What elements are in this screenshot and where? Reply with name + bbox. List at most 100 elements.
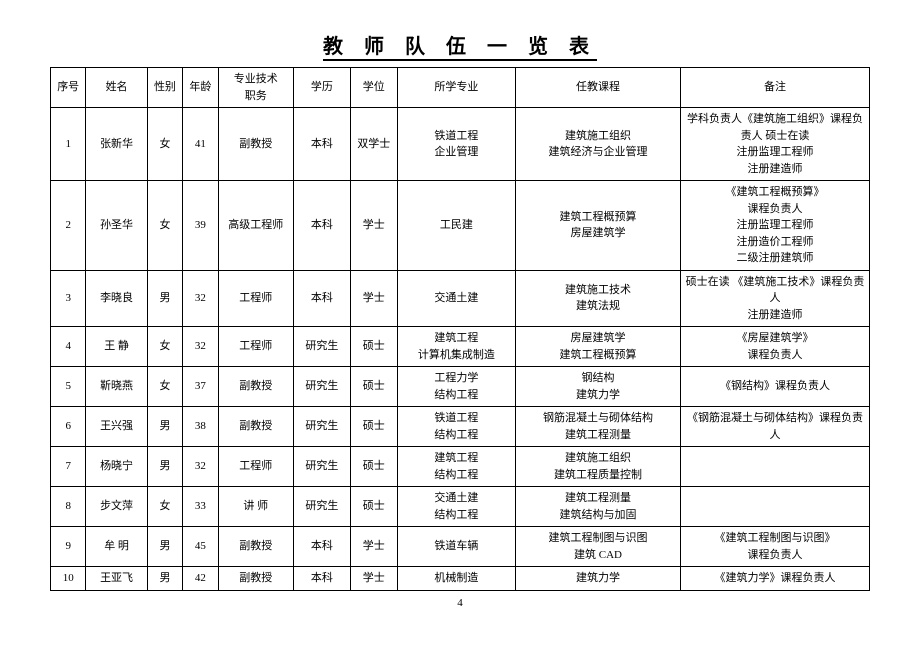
- cell-title: 工程师: [218, 447, 294, 487]
- table-row: 7杨晓宁男32工程师研究生硕士建筑工程结构工程建筑施工组织建筑工程质量控制: [51, 447, 870, 487]
- page-number: 4: [50, 597, 870, 609]
- cell-deg: 硕士: [350, 367, 397, 407]
- cell-idx: 5: [51, 367, 86, 407]
- cell-name: 孙圣华: [86, 181, 147, 271]
- cell-idx: 2: [51, 181, 86, 271]
- cell-name: 牟 明: [86, 527, 147, 567]
- cell-edu: 本科: [294, 181, 351, 271]
- cell-sex: 女: [147, 108, 182, 181]
- cell-major: 铁道工程结构工程: [397, 407, 515, 447]
- cell-note: 《钢筋混凝土与砌体结构》课程负责人: [681, 407, 870, 447]
- cell-age: 39: [183, 181, 218, 271]
- cell-note: [681, 447, 870, 487]
- cell-age: 41: [183, 108, 218, 181]
- cell-course: 建筑工程测量建筑结构与加固: [515, 487, 680, 527]
- cell-sex: 男: [147, 407, 182, 447]
- cell-age: 32: [183, 327, 218, 367]
- table-row: 5靳晓燕女37副教授研究生硕士工程力学结构工程钢结构建筑力学《钢结构》课程负责人: [51, 367, 870, 407]
- header-note: 备注: [681, 68, 870, 108]
- table-row: 4王 静女32工程师研究生硕士建筑工程计算机集成制造房屋建筑学建筑工程概预算《房…: [51, 327, 870, 367]
- cell-deg: 学士: [350, 567, 397, 591]
- cell-course: 建筑施工组织建筑经济与企业管理: [515, 108, 680, 181]
- cell-name: 王 静: [86, 327, 147, 367]
- cell-name: 王亚飞: [86, 567, 147, 591]
- cell-sex: 男: [147, 527, 182, 567]
- cell-note: 《钢结构》课程负责人: [681, 367, 870, 407]
- cell-title: 副教授: [218, 367, 294, 407]
- cell-idx: 4: [51, 327, 86, 367]
- cell-course: 建筑施工组织建筑工程质量控制: [515, 447, 680, 487]
- cell-title: 副教授: [218, 108, 294, 181]
- cell-course: 建筑工程概预算房屋建筑学: [515, 181, 680, 271]
- cell-age: 42: [183, 567, 218, 591]
- cell-major: 机械制造: [397, 567, 515, 591]
- cell-age: 32: [183, 447, 218, 487]
- table-row: 2孙圣华女39高级工程师本科学士工民建建筑工程概预算房屋建筑学《建筑工程概预算》…: [51, 181, 870, 271]
- cell-major: 工程力学结构工程: [397, 367, 515, 407]
- cell-idx: 3: [51, 270, 86, 327]
- cell-course: 建筑力学: [515, 567, 680, 591]
- cell-name: 张新华: [86, 108, 147, 181]
- cell-name: 王兴强: [86, 407, 147, 447]
- cell-age: 37: [183, 367, 218, 407]
- cell-major: 铁道工程企业管理: [397, 108, 515, 181]
- cell-deg: 学士: [350, 181, 397, 271]
- cell-edu: 本科: [294, 108, 351, 181]
- cell-title: 副教授: [218, 407, 294, 447]
- cell-note: 硕士在读 《建筑施工技术》课程负责人注册建造师: [681, 270, 870, 327]
- cell-note: 《建筑工程概预算》课程负责人注册监理工程师注册造价工程师二级注册建筑师: [681, 181, 870, 271]
- cell-idx: 6: [51, 407, 86, 447]
- cell-edu: 研究生: [294, 367, 351, 407]
- cell-edu: 本科: [294, 270, 351, 327]
- table-row: 1张新华女41副教授本科双学士铁道工程企业管理建筑施工组织建筑经济与企业管理学科…: [51, 108, 870, 181]
- header-age: 年龄: [183, 68, 218, 108]
- header-name: 姓名: [86, 68, 147, 108]
- cell-deg: 学士: [350, 527, 397, 567]
- cell-sex: 女: [147, 367, 182, 407]
- cell-course: 建筑施工技术建筑法规: [515, 270, 680, 327]
- cell-course: 房屋建筑学建筑工程概预算: [515, 327, 680, 367]
- cell-sex: 女: [147, 487, 182, 527]
- cell-title: 副教授: [218, 567, 294, 591]
- cell-sex: 男: [147, 567, 182, 591]
- cell-major: 建筑工程结构工程: [397, 447, 515, 487]
- cell-sex: 女: [147, 327, 182, 367]
- header-row: 序号 姓名 性别 年龄 专业技术职务 学历 学位 所学专业 任教课程 备注: [51, 68, 870, 108]
- table-row: 9牟 明男45副教授本科学士铁道车辆建筑工程制图与识图建筑 CAD《建筑工程制图…: [51, 527, 870, 567]
- cell-title: 工程师: [218, 327, 294, 367]
- header-edu: 学历: [294, 68, 351, 108]
- cell-age: 45: [183, 527, 218, 567]
- table-row: 6王兴强男38副教授研究生硕士铁道工程结构工程钢筋混凝土与砌体结构建筑工程测量《…: [51, 407, 870, 447]
- faculty-table: 序号 姓名 性别 年龄 专业技术职务 学历 学位 所学专业 任教课程 备注 1张…: [50, 67, 870, 591]
- cell-note: 《房屋建筑学》课程负责人: [681, 327, 870, 367]
- header-course: 任教课程: [515, 68, 680, 108]
- cell-edu: 研究生: [294, 327, 351, 367]
- header-major: 所学专业: [397, 68, 515, 108]
- cell-sex: 女: [147, 181, 182, 271]
- cell-title: 高级工程师: [218, 181, 294, 271]
- cell-edu: 研究生: [294, 407, 351, 447]
- cell-sex: 男: [147, 447, 182, 487]
- cell-sex: 男: [147, 270, 182, 327]
- cell-edu: 研究生: [294, 487, 351, 527]
- cell-edu: 本科: [294, 527, 351, 567]
- cell-deg: 硕士: [350, 487, 397, 527]
- table-row: 3李晓良男32工程师本科学士交通土建建筑施工技术建筑法规硕士在读 《建筑施工技术…: [51, 270, 870, 327]
- cell-name: 李晓良: [86, 270, 147, 327]
- cell-idx: 8: [51, 487, 86, 527]
- cell-note: 学科负责人《建筑施工组织》课程负责人 硕士在读注册监理工程师注册建造师: [681, 108, 870, 181]
- cell-age: 33: [183, 487, 218, 527]
- cell-title: 副教授: [218, 527, 294, 567]
- table-row: 10王亚飞男42副教授本科学士机械制造建筑力学《建筑力学》课程负责人: [51, 567, 870, 591]
- header-sex: 性别: [147, 68, 182, 108]
- cell-age: 38: [183, 407, 218, 447]
- cell-major: 交通土建: [397, 270, 515, 327]
- header-title: 专业技术职务: [218, 68, 294, 108]
- cell-idx: 9: [51, 527, 86, 567]
- header-deg: 学位: [350, 68, 397, 108]
- cell-edu: 研究生: [294, 447, 351, 487]
- cell-course: 建筑工程制图与识图建筑 CAD: [515, 527, 680, 567]
- page-title: 教 师 队 伍 一 览 表: [50, 30, 870, 59]
- cell-deg: 硕士: [350, 327, 397, 367]
- cell-edu: 本科: [294, 567, 351, 591]
